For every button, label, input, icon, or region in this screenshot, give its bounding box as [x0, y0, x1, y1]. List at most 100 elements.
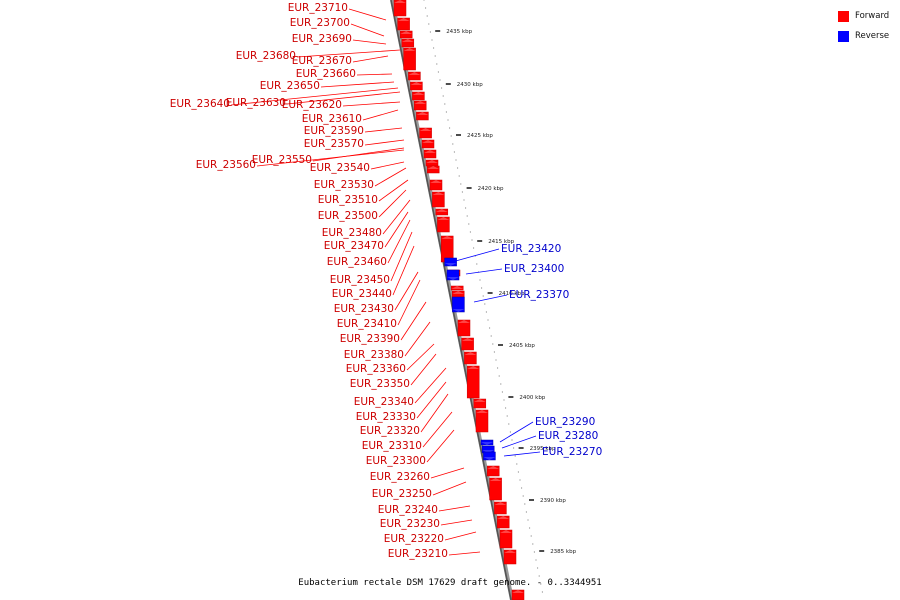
forward-gene-label[interactable]: EUR_23510: [318, 194, 378, 206]
forward-gene-label[interactable]: EUR_23570: [304, 138, 364, 150]
forward-gene-label[interactable]: EUR_23640: [170, 98, 230, 110]
tick-label: 2420 kbp: [478, 186, 504, 192]
tick-label: 2400 kbp: [519, 395, 545, 401]
forward-gene-label[interactable]: EUR_23630: [226, 97, 286, 109]
forward-gene-label[interactable]: EUR_23330: [356, 411, 416, 423]
forward-gene-label[interactable]: EUR_23360: [346, 363, 406, 375]
forward-swatch: [838, 10, 849, 22]
scale-dot: [519, 479, 521, 481]
forward-gene-label[interactable]: EUR_23300: [366, 455, 426, 467]
forward-arrowhead: [408, 72, 421, 75]
forward-gene-label[interactable]: EUR_23310: [362, 440, 422, 452]
gene-leader-line: [352, 39, 387, 45]
forward-arrowhead: [473, 399, 486, 402]
forward-gene-label[interactable]: EUR_23540: [310, 162, 370, 174]
forward-gene-feature[interactable]: [393, 0, 407, 17]
scale-dot: [465, 207, 467, 209]
forward-gene-label[interactable]: EUR_23670: [292, 55, 352, 67]
forward-gene-label[interactable]: EUR_23480: [322, 227, 382, 239]
gene-leader-line: [448, 551, 481, 556]
forward-gene-label[interactable]: EUR_23430: [334, 303, 394, 315]
reverse-gene-label[interactable]: EUR_23400: [504, 263, 564, 275]
scale-dot: [501, 391, 503, 393]
forward-gene-label[interactable]: EUR_23230: [380, 518, 440, 530]
scale-dot: [495, 359, 497, 361]
scale-dot: [437, 71, 439, 73]
forward-arrowhead: [403, 48, 416, 51]
forward-gene-label[interactable]: EUR_23460: [327, 256, 387, 268]
forward-gene-label[interactable]: EUR_23380: [344, 349, 404, 361]
forward-gene-feature[interactable]: [403, 47, 416, 71]
forward-gene-label[interactable]: EUR_23210: [388, 548, 448, 560]
forward-gene-label[interactable]: EUR_23650: [260, 80, 320, 92]
gene-leader-line: [374, 167, 407, 187]
scale-dot: [514, 455, 516, 457]
forward-gene-label[interactable]: EUR_23530: [314, 179, 374, 191]
gene-leader-line: [465, 268, 503, 275]
forward-gene-label[interactable]: EUR_23320: [360, 425, 420, 437]
scale-dot: [538, 575, 540, 577]
forward-gene-label[interactable]: EUR_23260: [370, 471, 430, 483]
forward-gene-label[interactable]: EUR_23470: [324, 240, 384, 252]
scale-dot: [458, 175, 460, 177]
scale-dot: [505, 407, 507, 409]
reverse-arrowhead: [447, 277, 459, 280]
forward-gene-feature[interactable]: [466, 365, 480, 399]
forward-gene-label[interactable]: EUR_23220: [384, 533, 444, 545]
gene-leader-line: [364, 139, 405, 146]
forward-gene-label[interactable]: EUR_23680: [236, 50, 296, 62]
forward-gene-label[interactable]: EUR_23610: [302, 113, 362, 125]
gene-features-layer: [393, 0, 525, 600]
reverse-gene-label[interactable]: EUR_23270: [542, 446, 602, 458]
forward-arrowhead: [422, 140, 434, 143]
forward-gene-label[interactable]: EUR_23660: [296, 68, 356, 80]
scale-dot: [481, 287, 483, 289]
scale-dot: [525, 511, 528, 513]
legend-reverse: Reverse: [838, 29, 889, 43]
forward-gene-label[interactable]: EUR_23500: [318, 210, 378, 222]
forward-arrowhead: [427, 166, 440, 169]
scale-dot: [479, 279, 481, 281]
forward-gene-label[interactable]: EUR_23550: [252, 154, 312, 166]
forward-gene-label[interactable]: EUR_23390: [340, 333, 400, 345]
forward-gene-feature[interactable]: [475, 409, 489, 433]
reverse-gene-label[interactable]: EUR_23290: [535, 416, 595, 428]
forward-gene-label[interactable]: EUR_23700: [290, 17, 350, 29]
scale-dot: [452, 143, 454, 145]
forward-gene-label[interactable]: EUR_23250: [372, 488, 432, 500]
forward-arrowhead: [412, 92, 425, 95]
gene-leader-line: [382, 199, 411, 235]
scale-dot: [431, 39, 433, 41]
forward-gene-label[interactable]: EUR_23590: [304, 125, 364, 137]
forward-gene-label[interactable]: EUR_23690: [292, 33, 352, 45]
forward-gene-label[interactable]: EUR_23410: [337, 318, 397, 330]
scale-dot: [468, 223, 470, 225]
forward-gene-feature[interactable]: [489, 477, 502, 501]
scale-dot: [508, 423, 510, 425]
forward-arrowhead: [489, 478, 502, 481]
scale-dot: [428, 23, 430, 25]
tick-label: 2395 kbp: [530, 446, 556, 452]
forward-arrowhead: [400, 31, 413, 34]
forward-gene-label[interactable]: EUR_23560: [196, 159, 256, 171]
gene-leader-line: [370, 161, 405, 170]
forward-arrowhead: [451, 286, 464, 289]
gene-leader-line: [387, 219, 411, 264]
forward-gene-label[interactable]: EUR_23450: [330, 274, 390, 286]
forward-gene-label[interactable]: EUR_23620: [282, 99, 342, 111]
forward-gene-label[interactable]: EUR_23350: [350, 378, 410, 390]
scale-dot: [527, 519, 529, 521]
forward-gene-label[interactable]: EUR_23710: [288, 2, 348, 14]
reverse-gene-label[interactable]: EUR_23370: [509, 289, 569, 301]
reverse-gene-label[interactable]: EUR_23420: [501, 243, 561, 255]
forward-arrowhead: [494, 502, 507, 505]
forward-arrowhead: [419, 128, 432, 131]
forward-gene-label[interactable]: EUR_23440: [332, 288, 392, 300]
forward-gene-label[interactable]: EUR_23340: [354, 396, 414, 408]
gene-leader-line: [451, 248, 500, 263]
forward-gene-label[interactable]: EUR_23240: [378, 504, 438, 516]
gene-leader-line: [414, 367, 447, 404]
reverse-gene-label[interactable]: EUR_23280: [538, 430, 598, 442]
legend-reverse-label: Reverse: [855, 31, 890, 41]
gene-leader-line: [342, 101, 401, 107]
